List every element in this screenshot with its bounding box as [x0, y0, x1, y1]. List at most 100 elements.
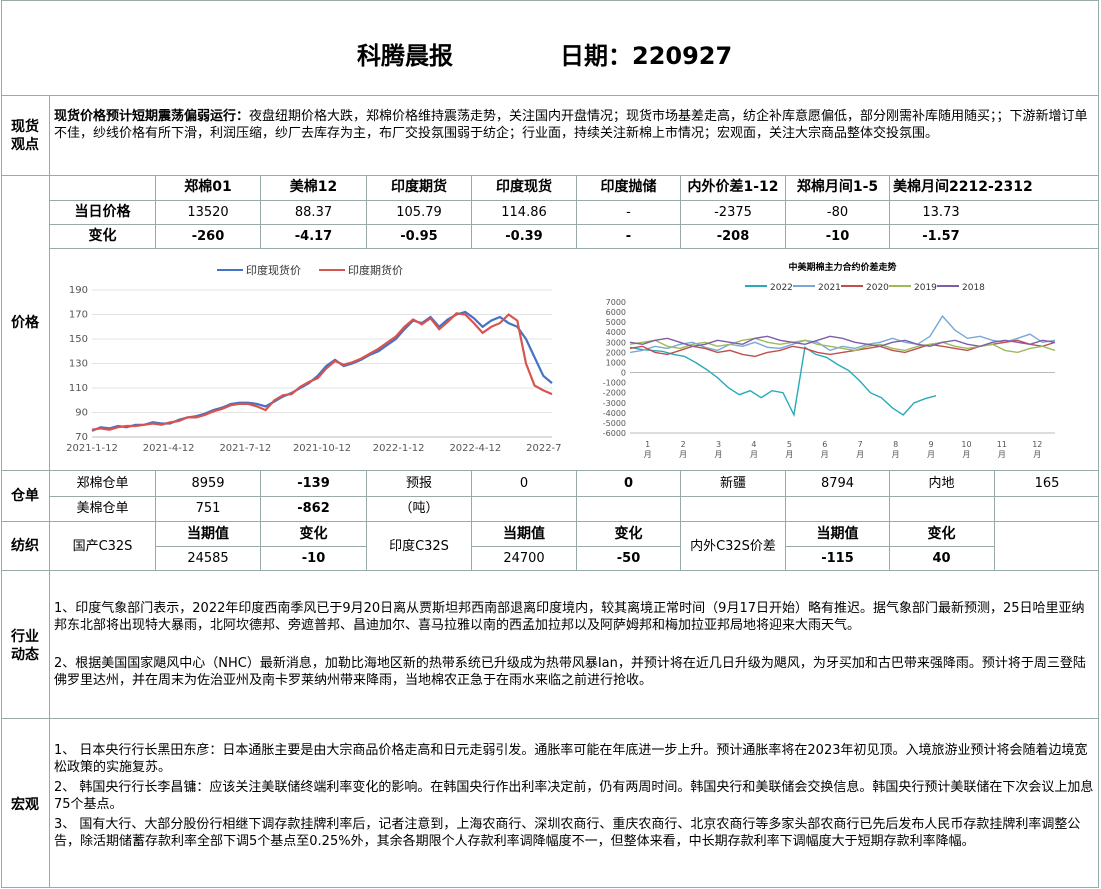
divider — [1, 95, 1099, 96]
india-c32s-value: 24700 — [503, 551, 545, 566]
change-cell: -1.57 — [922, 229, 960, 244]
row-header: 变化 — [88, 228, 117, 244]
row-header: 当日价格 — [74, 204, 131, 220]
table-rule — [680, 175, 681, 248]
table-rule — [785, 521, 786, 570]
x-tick-label: 10 月 — [961, 440, 971, 459]
table-rule — [994, 521, 995, 570]
change-cell: -0.39 — [505, 229, 543, 244]
table-rule — [155, 175, 156, 248]
legend-label: 印度期货价 — [348, 263, 403, 277]
us-warehouse-label: 美棉仓单 — [76, 501, 129, 516]
industry-news-1: 1、印度气象部门表示，2022年印度西南季风已于9月20日离从贾斯坦邦西南部退离… — [54, 601, 1085, 633]
legend-label: 2021 — [818, 283, 841, 293]
y-tick-label: 190 — [69, 285, 88, 296]
table-rule — [576, 521, 577, 570]
table-rule — [50, 496, 1099, 497]
y-tick-label: 170 — [69, 310, 88, 321]
inland-label: 内地 — [928, 476, 955, 491]
y-tick-label: 110 — [69, 383, 88, 394]
y-tick-label: 70 — [75, 432, 88, 443]
col-header: 印度抛储 — [600, 179, 657, 195]
c32s-spread-change: 40 — [932, 551, 951, 566]
table-rule — [785, 470, 786, 521]
table-rule — [366, 521, 367, 570]
table-rule — [576, 470, 577, 521]
table-rule — [785, 175, 786, 248]
table-rule — [472, 546, 680, 547]
price-cell: -2375 — [714, 205, 752, 220]
xinjiang-label: 新疆 — [719, 476, 746, 491]
table-rule — [471, 521, 472, 570]
forecast-change: 0 — [623, 476, 634, 491]
table-rule — [260, 521, 261, 570]
industry-label: 行业 动态 — [11, 629, 39, 663]
us-warehouse-value: 751 — [195, 501, 221, 516]
report-date: 日期：220927 — [560, 42, 733, 70]
col-header: 美棉12 — [289, 179, 338, 195]
y-tick-label: 2000 — [606, 348, 626, 357]
y-tick-label: 5000 — [606, 318, 626, 327]
y-tick-label: -1000 — [603, 379, 626, 388]
price-cell: -80 — [826, 205, 849, 220]
current-value-header: 当期值 — [503, 526, 545, 542]
current-value-header: 当期值 — [816, 526, 859, 542]
table-rule — [260, 175, 261, 248]
x-tick-label: 11 月 — [997, 440, 1007, 459]
table-rule — [366, 470, 367, 521]
series-line-2022 — [629, 346, 937, 418]
y-tick-label: -5000 — [603, 419, 626, 428]
change-cell: -208 — [716, 229, 750, 244]
spot-view: 现货价格预计短期震荡偏弱运行：夜盘纽期价格大跌，郑棉价格维持震荡走势，关注国内开… — [54, 108, 1094, 142]
zz-warehouse-label: 郑棉仓单 — [76, 476, 129, 491]
unit-label: （吨） — [399, 501, 439, 516]
change-cell: -4.17 — [294, 229, 333, 244]
y-tick-label: -2000 — [603, 389, 626, 398]
macro-news-1: 1、 日本央行行长黑田东彦：日本通胀主要是由大宗商品价格走高和日元走弱引发。通胀… — [54, 743, 1088, 775]
current-value-header: 当期值 — [187, 526, 229, 542]
table-rule — [50, 248, 1099, 249]
series-line-印度期货价 — [91, 312, 553, 431]
us-warehouse-change: -862 — [297, 501, 330, 516]
price-label: 价格 — [11, 315, 39, 331]
y-tick-label: 1000 — [606, 358, 626, 367]
divider — [1, 570, 1099, 571]
legend-label: 2018 — [962, 283, 985, 293]
y-tick-label: 6000 — [606, 308, 626, 317]
legend-label: 印度现货价 — [246, 263, 301, 277]
c32s-spread-value: -115 — [821, 551, 854, 566]
india-price-chart: 70 90 110 130 150 170 190 2021-1-12 2021-4-12 202… — [66, 263, 562, 454]
table-rule — [680, 470, 681, 521]
spot-view-lead: 现货价格预计短期震荡偏弱运行： — [54, 109, 250, 124]
table-rule — [994, 470, 995, 521]
domestic-c32s-change: -10 — [301, 551, 326, 566]
series-line-印度现货价 — [91, 310, 553, 432]
change-cell: -10 — [825, 229, 850, 244]
price-cell: 88.37 — [294, 205, 333, 220]
y-tick-label: 7000 — [606, 298, 626, 307]
y-tick-label: -3000 — [603, 399, 626, 408]
macro-label: 宏观 — [11, 797, 39, 813]
change-header: 变化 — [927, 526, 956, 542]
macro-news-2: 2、 韩国央行行长李昌镛：应该关注美联储终端利率变化的影响。在韩国央行作出利率决… — [54, 780, 1094, 812]
table-rule — [889, 470, 890, 521]
table-rule — [260, 470, 261, 521]
table-rule — [50, 200, 1099, 201]
domestic-c32s-value: 24585 — [187, 551, 229, 566]
x-tick-label: 2021-4-12 — [143, 443, 195, 454]
table-rule — [576, 175, 577, 248]
x-tick-label: 2021-7-12 — [219, 443, 271, 454]
x-tick-label: 2021-1-12 — [66, 443, 118, 454]
y-tick-label: -4000 — [603, 409, 626, 418]
table-rule — [786, 546, 994, 547]
table-rule — [155, 521, 156, 570]
x-tick-label: 2022-4-12 — [449, 443, 501, 454]
change-cell: - — [625, 229, 632, 244]
price-cell: 105.79 — [396, 205, 442, 220]
